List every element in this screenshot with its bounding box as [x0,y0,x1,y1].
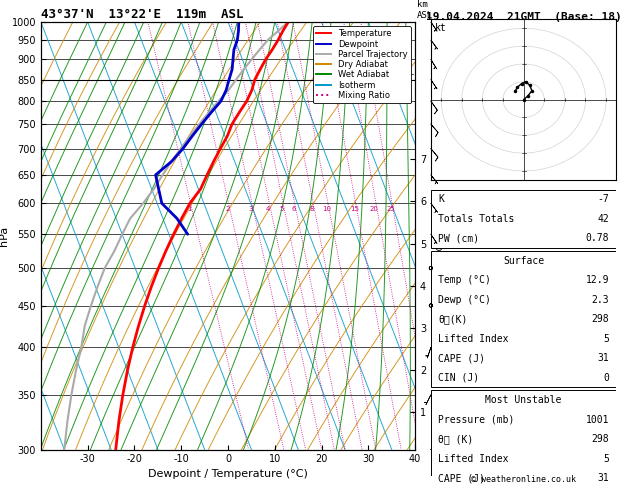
Text: 1: 1 [187,207,192,212]
Text: 0: 0 [603,373,609,382]
Text: Most Unstable: Most Unstable [486,395,562,405]
Text: CAPE (J): CAPE (J) [438,353,486,363]
Text: 2: 2 [225,207,230,212]
Text: 42: 42 [598,214,609,224]
Text: 43°37'N  13°22'E  119m  ASL: 43°37'N 13°22'E 119m ASL [41,8,243,21]
Text: Pressure (mb): Pressure (mb) [438,415,515,424]
Text: 31: 31 [598,353,609,363]
Text: 25: 25 [386,207,395,212]
Text: 5: 5 [603,453,609,464]
Text: 15: 15 [350,207,359,212]
Text: K: K [438,194,444,204]
Text: 2.3: 2.3 [591,295,609,305]
Text: 12.9: 12.9 [586,275,609,285]
Text: Temp (°C): Temp (°C) [438,275,491,285]
Text: CIN (J): CIN (J) [438,373,479,382]
Text: 4: 4 [266,207,270,212]
Text: Lifted Index: Lifted Index [438,453,509,464]
Text: PW (cm): PW (cm) [438,233,479,243]
Legend: Temperature, Dewpoint, Parcel Trajectory, Dry Adiabat, Wet Adiabat, Isotherm, Mi: Temperature, Dewpoint, Parcel Trajectory… [313,26,411,103]
Text: 0.78: 0.78 [586,233,609,243]
Text: 5: 5 [280,207,284,212]
Y-axis label: Mixing Ratio (g/kg): Mixing Ratio (g/kg) [433,190,443,282]
Text: 5: 5 [603,334,609,344]
Text: km
ASL: km ASL [417,0,433,20]
Bar [431,390,616,486]
Text: θᴄ (K): θᴄ (K) [438,434,474,444]
Text: CAPE (J): CAPE (J) [438,473,486,483]
Text: © weatheronline.co.uk: © weatheronline.co.uk [471,474,576,484]
Text: 1001: 1001 [586,415,609,424]
Text: Lifted Index: Lifted Index [438,334,509,344]
Text: LCL: LCL [398,69,414,77]
Text: 31: 31 [598,473,609,483]
Text: 298: 298 [591,434,609,444]
Text: -7: -7 [598,194,609,204]
Text: 8: 8 [309,207,314,212]
Text: 19.04.2024  21GMT  (Base: 18): 19.04.2024 21GMT (Base: 18) [426,12,621,22]
Text: kt: kt [435,23,447,33]
Text: 6: 6 [291,207,296,212]
Text: 20: 20 [370,207,379,212]
Text: 10: 10 [322,207,331,212]
Text: Surface: Surface [503,256,544,266]
Y-axis label: hPa: hPa [0,226,9,246]
Bar [431,190,616,248]
Text: Totals Totals: Totals Totals [438,214,515,224]
X-axis label: Dewpoint / Temperature (°C): Dewpoint / Temperature (°C) [148,469,308,479]
Text: θᴄ(K): θᴄ(K) [438,314,468,324]
Text: Dewp (°C): Dewp (°C) [438,295,491,305]
Text: 3: 3 [248,207,253,212]
Bar [431,251,616,387]
Text: 298: 298 [591,314,609,324]
